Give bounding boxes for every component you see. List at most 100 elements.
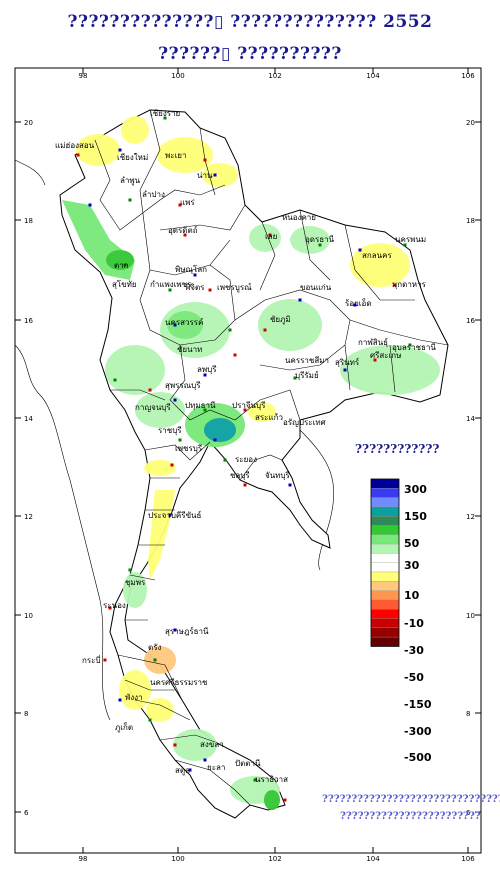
province-label: อุตรดิตถ์ bbox=[168, 225, 198, 235]
station-marker bbox=[243, 408, 247, 412]
province-label: แพร่ bbox=[180, 198, 195, 207]
station-marker bbox=[188, 768, 192, 772]
province-label: ร้อยเอ็ด bbox=[345, 298, 372, 308]
legend-label: -300 bbox=[404, 725, 432, 738]
province-label: ศรีสะเกษ bbox=[370, 351, 401, 360]
station-marker bbox=[223, 458, 227, 462]
province-label: ลำพูน bbox=[120, 176, 141, 186]
province-label: แม่ฮ่องสอน bbox=[55, 141, 95, 150]
legend-swatch bbox=[370, 618, 400, 628]
station-marker bbox=[148, 388, 152, 392]
province-label: มุกดาหาร bbox=[392, 280, 427, 289]
station-marker bbox=[408, 343, 412, 347]
station-marker bbox=[403, 243, 407, 247]
province-label: เชียงใหม่ bbox=[117, 153, 148, 162]
legend-label: 150 bbox=[404, 510, 427, 523]
legend-swatch bbox=[370, 581, 400, 591]
province-label: สุพรรณบุรี bbox=[165, 381, 201, 390]
station-marker bbox=[353, 303, 357, 307]
province-label: กระบี่ bbox=[82, 654, 101, 665]
y-tick-label-left: 10 bbox=[24, 612, 33, 620]
province-label: ระนอง bbox=[103, 601, 126, 610]
legend-swatch bbox=[370, 562, 400, 573]
legend-label: -500 bbox=[404, 751, 432, 764]
legend-swatch bbox=[370, 478, 400, 489]
province-label: นครราชสีมา bbox=[285, 356, 329, 365]
thailand-landmass bbox=[59, 109, 449, 819]
station-marker bbox=[173, 398, 177, 402]
province-label: พะเยา bbox=[165, 151, 186, 160]
y-tick-label-right: 12 bbox=[466, 513, 475, 521]
y-tick-label-right: 8 bbox=[466, 710, 470, 718]
note-line2: ???????????????????????? bbox=[340, 811, 481, 822]
station-marker bbox=[103, 658, 107, 662]
province-label: นราธิวาส bbox=[255, 775, 288, 784]
station-marker bbox=[233, 353, 237, 357]
station-marker bbox=[203, 373, 207, 377]
province-label: สกลนคร bbox=[362, 251, 392, 260]
province-label: ชลบุรี bbox=[230, 471, 250, 480]
station-marker bbox=[118, 698, 122, 702]
station-marker bbox=[268, 233, 272, 237]
station-marker bbox=[343, 368, 347, 372]
province-label: สุโขทัย bbox=[112, 279, 137, 289]
station-marker bbox=[178, 438, 182, 442]
station-marker bbox=[263, 328, 267, 332]
station-marker bbox=[358, 248, 362, 252]
legend-swatch bbox=[370, 534, 400, 545]
station-marker bbox=[253, 778, 257, 782]
x-tick-label-bottom: 102 bbox=[268, 855, 281, 863]
legend-swatch bbox=[370, 636, 400, 647]
station-markers bbox=[76, 116, 412, 802]
legend-swatch bbox=[370, 599, 400, 610]
y-tick-label-left: 12 bbox=[24, 513, 33, 521]
station-marker bbox=[203, 158, 207, 162]
y-tick-label-right: 20 bbox=[466, 119, 475, 127]
legend-swatch bbox=[370, 525, 400, 535]
y-tick-label-left: 14 bbox=[24, 415, 33, 423]
station-marker bbox=[213, 438, 217, 442]
station-marker bbox=[203, 758, 207, 762]
legend-swatch bbox=[370, 571, 400, 582]
station-marker bbox=[393, 283, 397, 287]
station-marker bbox=[298, 298, 302, 302]
legend-swatch bbox=[370, 497, 400, 508]
province-label: ชุมพร bbox=[125, 578, 146, 587]
province-label: นครพนม bbox=[395, 235, 426, 244]
station-marker bbox=[168, 513, 172, 517]
province-label: ยะลา bbox=[207, 763, 225, 772]
province-label: กาญจนบุรี bbox=[135, 403, 171, 412]
legend-label: -10 bbox=[404, 617, 424, 630]
y-tick-label-left: 20 bbox=[24, 119, 33, 127]
legend-swatch bbox=[370, 543, 400, 554]
province-label: ตรัง bbox=[148, 643, 161, 652]
province-label: น่าน bbox=[197, 171, 213, 180]
province-label: หนองคาย bbox=[282, 213, 316, 222]
y-tick-label-right: 18 bbox=[466, 217, 475, 225]
station-marker bbox=[168, 288, 172, 292]
province-label: เพชรบุรี bbox=[175, 444, 203, 453]
legend-frame bbox=[370, 478, 400, 647]
x-tick-label-top: 106 bbox=[461, 72, 475, 80]
legend-swatch bbox=[370, 609, 400, 619]
y-tick-label-left: 16 bbox=[24, 317, 33, 325]
station-marker bbox=[208, 288, 212, 292]
station-marker bbox=[170, 463, 174, 467]
province-label: ชัยภูมิ bbox=[270, 315, 291, 325]
station-marker bbox=[318, 243, 322, 247]
y-tick-label-left: 8 bbox=[24, 710, 28, 718]
legend: 300 150 50 30 10 -10 -30 -50 -150 -300 -500 bbox=[370, 478, 432, 764]
station-marker bbox=[148, 718, 152, 722]
station-marker bbox=[108, 606, 112, 610]
province-label: สุรินทร์ bbox=[335, 357, 360, 367]
province-label: ชัยนาท bbox=[177, 345, 202, 354]
y-tick-label-right: 16 bbox=[466, 317, 475, 325]
station-marker bbox=[213, 173, 217, 177]
station-marker bbox=[288, 483, 292, 487]
station-marker bbox=[88, 203, 92, 207]
province-label: อรัญประเทศ bbox=[283, 418, 326, 427]
station-marker bbox=[178, 203, 182, 207]
axis-ticks bbox=[15, 68, 481, 853]
